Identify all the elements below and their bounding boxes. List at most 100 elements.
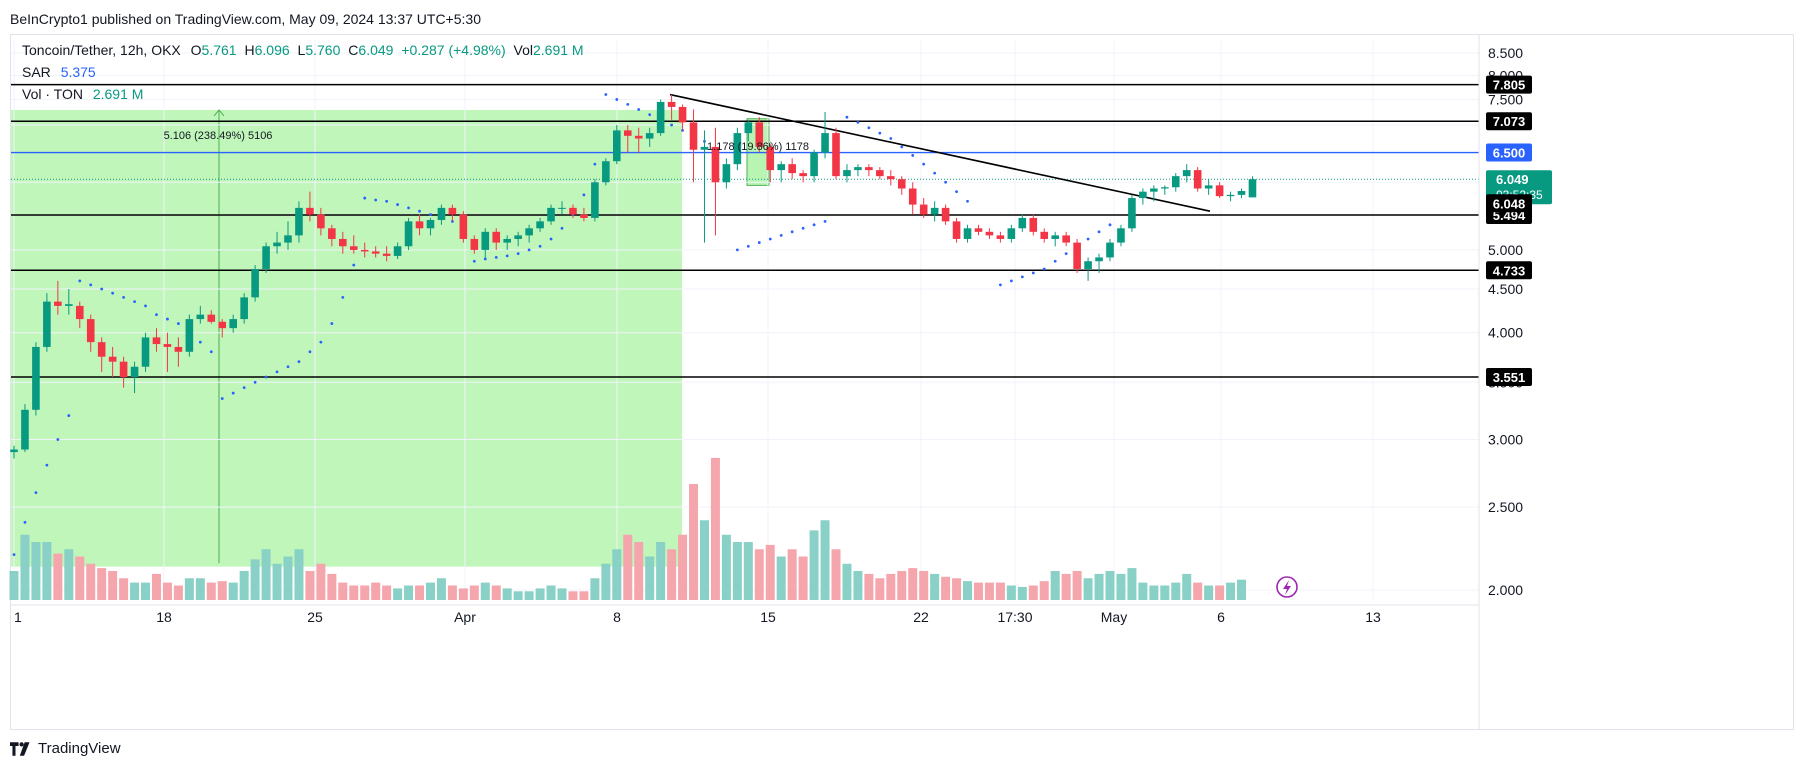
volume-bar — [502, 588, 512, 600]
volume-bar — [634, 542, 644, 600]
candle-body — [985, 231, 994, 236]
sar-dot — [670, 123, 673, 127]
candle-body — [1095, 257, 1103, 262]
sar-dot — [1042, 267, 1046, 271]
candle-body — [371, 251, 380, 254]
sar-dot — [122, 295, 125, 299]
candle-body — [547, 207, 555, 222]
volume-bar — [97, 568, 107, 600]
volume-bar — [1116, 573, 1126, 600]
volume-bar — [941, 576, 951, 600]
measure-range-box — [11, 109, 682, 567]
sar-dot — [1097, 230, 1101, 234]
legend-high-value: 6.096 — [254, 42, 290, 58]
volume-bar — [875, 578, 885, 600]
volume-bar — [173, 585, 183, 600]
volume-bar — [130, 582, 140, 600]
candle-body — [667, 101, 676, 107]
candle-body — [360, 249, 369, 252]
legend-high-key: H — [244, 42, 255, 58]
sar-dot — [1009, 279, 1013, 283]
candle-body — [207, 314, 216, 322]
volume-bar — [612, 549, 622, 600]
level-price-label: 6.500 — [1493, 146, 1526, 161]
candle-body — [974, 228, 983, 232]
sar-dot — [1064, 252, 1068, 256]
candle-body — [196, 314, 205, 320]
sar-dot — [593, 162, 597, 166]
x-tick-label: 15 — [760, 609, 776, 625]
volume-bar — [1215, 585, 1225, 600]
legend-volume-row[interactable]: Vol · TON 2.691 M — [22, 86, 143, 102]
volume-bar — [283, 556, 293, 600]
publisher-line: BeInCrypto1 published on TradingView.com… — [10, 11, 481, 27]
tradingview-brand[interactable]: TradingView — [10, 740, 121, 757]
sar-dot — [768, 237, 772, 241]
candle-body — [843, 170, 851, 177]
x-tick-label: May — [1101, 609, 1127, 625]
volume-bar — [151, 573, 161, 600]
sar-dot — [933, 171, 937, 175]
volume-bar — [699, 520, 709, 600]
volume-bar — [831, 549, 841, 600]
sar-dot — [867, 126, 871, 130]
sar-dot — [560, 226, 564, 230]
volume-bar — [195, 578, 205, 600]
sar-dot — [67, 414, 71, 417]
volume-bar — [119, 578, 129, 600]
candle-body — [349, 246, 358, 250]
volume-bar — [436, 578, 446, 600]
candle-body — [1073, 242, 1081, 269]
candle-body — [722, 164, 731, 183]
volume-bar — [820, 520, 830, 600]
candle-body — [1237, 191, 1246, 195]
legend-change: +0.287 (+4.98%) — [401, 42, 506, 58]
sar-dot — [922, 162, 926, 166]
legend-vol-key: Vol — [513, 42, 533, 58]
volume-bar — [1061, 573, 1071, 600]
volume-bar — [864, 573, 874, 600]
x-tick-label: Apr — [454, 609, 476, 625]
volume-bar — [568, 591, 578, 600]
candle-body — [777, 164, 785, 171]
candle-body — [744, 122, 753, 134]
sar-dot — [1053, 259, 1057, 263]
sar-dot — [527, 248, 531, 252]
candle-body — [602, 161, 610, 183]
x-tick-label: 17:30 — [997, 609, 1032, 625]
candle-body — [1248, 179, 1257, 198]
sar-dot — [429, 213, 432, 216]
sar-dot — [889, 137, 893, 140]
sar-dot — [308, 350, 312, 354]
volume-bar — [108, 571, 118, 600]
candle-body — [919, 204, 928, 215]
candle-body — [273, 242, 281, 247]
volume-bar — [1138, 582, 1148, 600]
candle-body — [908, 188, 917, 205]
y-tick-label: 3.000 — [1488, 432, 1523, 448]
candle-body — [766, 146, 775, 171]
sar-dot — [823, 219, 827, 223]
volume-bar — [1237, 579, 1247, 600]
candle-body — [832, 133, 840, 177]
sar-dot — [944, 180, 947, 184]
volume-bar — [930, 573, 940, 600]
sar-dot — [1086, 237, 1090, 241]
legend-sar-row[interactable]: SAR 5.375 — [22, 64, 96, 80]
candle-body — [678, 106, 687, 123]
candle-body — [656, 101, 665, 134]
candle-body — [1204, 185, 1213, 189]
candle-body — [1018, 217, 1027, 229]
volume-bar — [162, 582, 172, 600]
sar-dot — [396, 203, 399, 206]
sar-dot — [812, 223, 816, 227]
x-tick-label: 18 — [156, 609, 172, 625]
sar-dot — [144, 304, 147, 308]
sar-dot — [494, 256, 498, 259]
volume-bar — [1094, 573, 1104, 600]
sar-dot — [253, 380, 257, 384]
sar-dot — [220, 397, 224, 400]
sar-dot — [45, 463, 49, 467]
candle-body — [1117, 228, 1125, 243]
